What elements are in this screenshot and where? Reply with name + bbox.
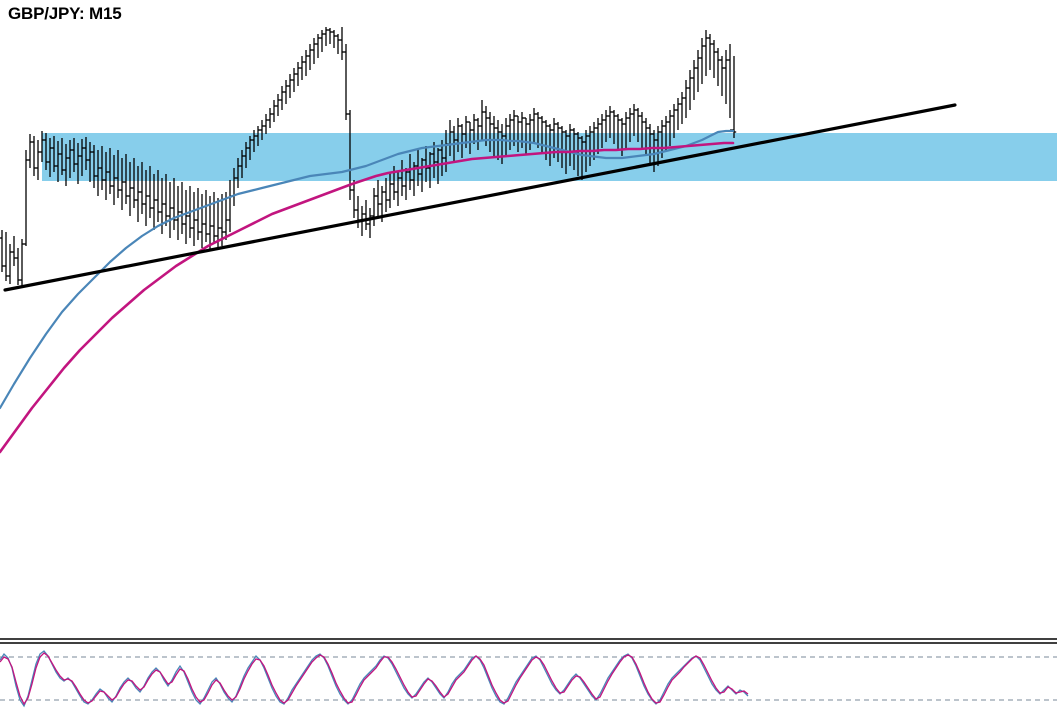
price-chart-panel[interactable] [0,0,1057,634]
moving-average-fast-line [0,129,735,410]
panel-separator-lines [0,638,1057,644]
ohlc-bars-group [0,27,737,288]
moving-average-slow-line [0,141,735,454]
stochastic-percent-d-line [0,652,749,706]
price-chart-background [0,0,1057,634]
page-title: GBP/JPY: M15 [8,4,122,23]
stochastic-percent-k-line [0,650,749,708]
oscillator-panel[interactable] [0,634,1057,711]
trendline[interactable] [3,103,957,292]
oscillator-background [0,634,1057,711]
